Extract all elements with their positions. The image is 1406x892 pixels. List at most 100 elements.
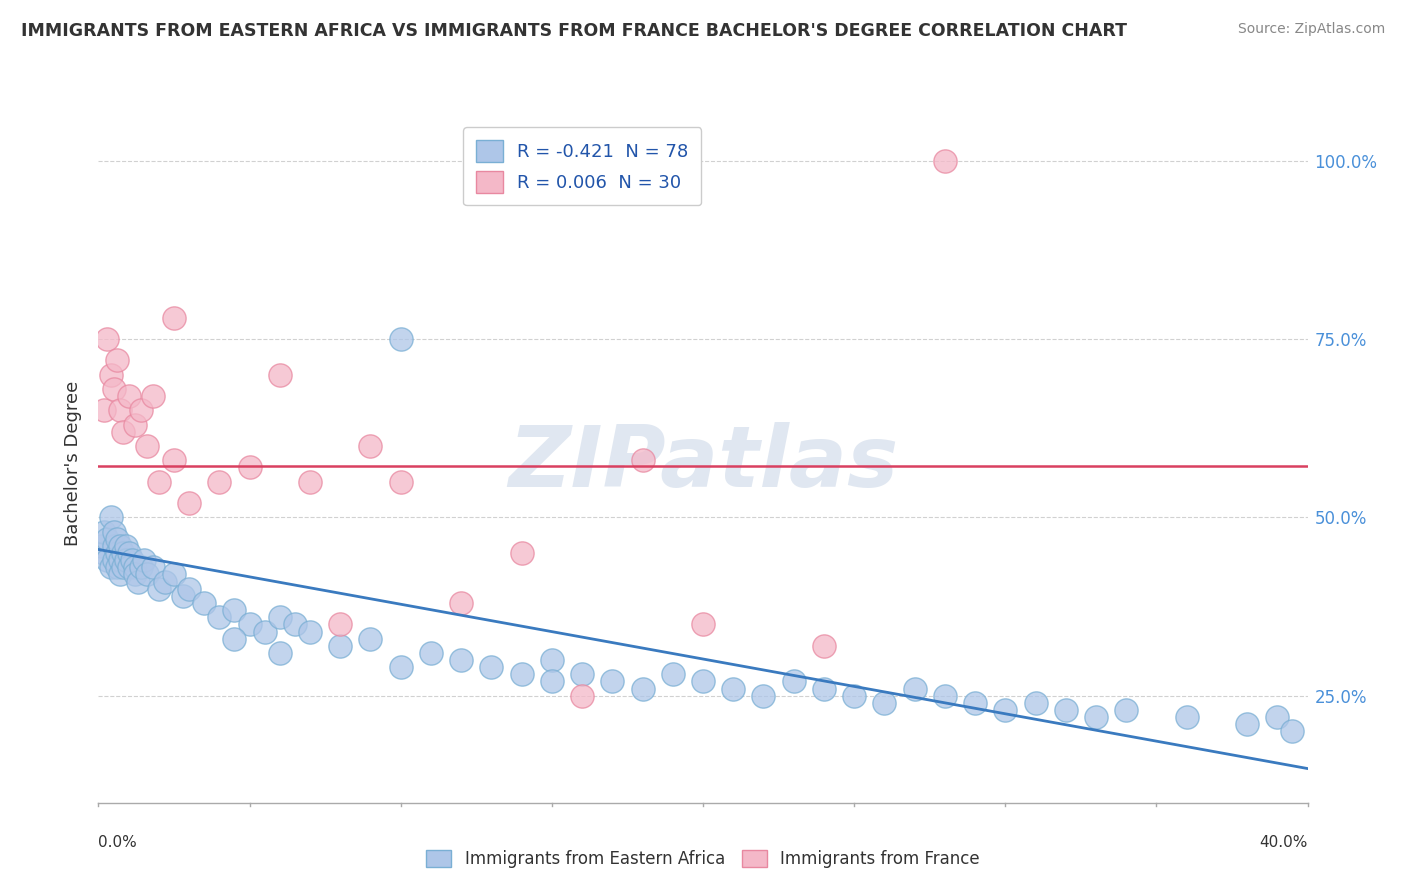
Point [93,546,115,560]
Point [129,560,152,574]
Text: 40.0%: 40.0% [1260,836,1308,850]
Point [844,689,866,703]
Point [129,403,152,417]
Point [105,353,128,368]
Legend: Immigrants from Eastern Africa, Immigrants from France: Immigrants from Eastern Africa, Immigran… [420,843,986,875]
Point [389,660,412,674]
Point [904,681,927,696]
Text: IMMIGRANTS FROM EASTERN AFRICA VS IMMIGRANTS FROM FRANCE BACHELOR'S DEGREE CORRE: IMMIGRANTS FROM EASTERN AFRICA VS IMMIGR… [21,22,1128,40]
Point [118,546,141,560]
Point [163,567,186,582]
Point [127,574,149,589]
Point [100,560,122,574]
Point [103,553,125,567]
Point [631,453,654,467]
Point [360,439,382,453]
Point [208,610,231,624]
Point [90,539,112,553]
Point [873,696,896,710]
Point [96,553,118,567]
Point [1175,710,1198,724]
Point [100,368,122,382]
Point [1024,696,1046,710]
Point [389,332,412,346]
Point [135,439,157,453]
Point [1267,710,1289,724]
Point [163,310,186,325]
Point [934,689,956,703]
Point [239,617,262,632]
Point [193,596,215,610]
Point [96,332,118,346]
Point [103,382,125,396]
Point [420,646,443,660]
Point [450,653,472,667]
Point [96,532,118,546]
Point [299,475,322,489]
Point [360,632,382,646]
Point [121,553,143,567]
Text: 0.0%: 0.0% [98,836,138,850]
Point [450,596,472,610]
Point [269,368,291,382]
Point [108,553,131,567]
Point [510,546,533,560]
Point [510,667,533,681]
Point [108,539,131,553]
Point [93,403,115,417]
Point [329,639,352,653]
Point [723,681,745,696]
Point [692,617,714,632]
Point [172,589,194,603]
Point [114,553,136,567]
Point [1085,710,1108,724]
Point [111,425,134,439]
Point [571,667,593,681]
Point [179,496,201,510]
Point [148,475,170,489]
Point [148,582,170,596]
Point [994,703,1017,717]
Point [662,667,685,681]
Point [813,639,835,653]
Point [540,653,562,667]
Point [208,475,231,489]
Point [329,617,352,632]
Point [132,553,155,567]
Point [105,560,128,574]
Point [239,460,262,475]
Text: ZIPatlas: ZIPatlas [508,422,898,506]
Point [153,574,176,589]
Point [111,546,134,560]
Point [163,453,186,467]
Point [269,646,291,660]
Point [284,617,307,632]
Point [934,153,956,168]
Point [389,475,412,489]
Point [105,546,128,560]
Point [1236,717,1258,731]
Point [179,582,201,596]
Point [103,539,125,553]
Point [299,624,322,639]
Point [135,567,157,582]
Point [142,389,165,403]
Point [114,539,136,553]
Point [813,681,835,696]
Point [571,689,593,703]
Point [103,524,125,539]
Point [124,417,146,432]
Point [1281,724,1303,739]
Point [142,560,165,574]
Point [481,660,503,674]
Point [108,567,131,582]
Point [118,560,141,574]
Point [224,603,246,617]
Point [540,674,562,689]
Point [105,532,128,546]
Point [1115,703,1137,717]
Point [118,389,141,403]
Point [108,403,131,417]
Point [631,681,654,696]
Point [1054,703,1077,717]
